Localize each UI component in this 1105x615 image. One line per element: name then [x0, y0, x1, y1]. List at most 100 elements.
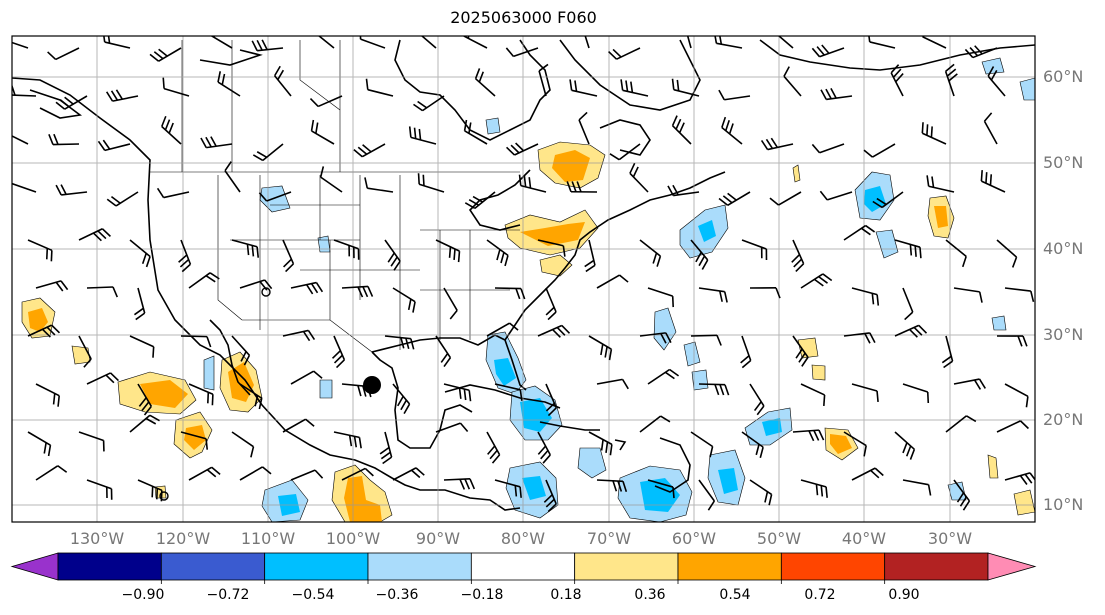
- wind-barb-shaft: [104, 41, 131, 49]
- wind-barb-flag: [675, 118, 682, 130]
- wind-barb-flag: [719, 384, 725, 396]
- wind-barb-flag: [487, 445, 496, 455]
- wind-barb-flag: [892, 68, 902, 78]
- wind-barb-flag: [261, 39, 268, 50]
- wind-barb-shaft: [163, 87, 190, 97]
- wind-barb-shaft: [239, 466, 263, 481]
- wind-barb-flag: [741, 359, 752, 369]
- wind-barb-flag: [97, 140, 106, 151]
- wind-barb-flag: [496, 249, 501, 261]
- wind-barb-flag: [547, 407, 557, 417]
- wind-barb-flag: [768, 494, 773, 506]
- wind-barb-shaft: [843, 431, 867, 447]
- wind-barb-shaft: [333, 431, 360, 439]
- wind-barb-flag: [909, 328, 918, 338]
- wind-barb-shaft: [721, 126, 743, 145]
- wind-barb-flag: [243, 354, 251, 366]
- wind-barb-flag: [545, 498, 555, 508]
- wind-barb-shaft: [180, 431, 207, 440]
- wind-barb-flag: [206, 469, 217, 478]
- wind-barb-flag: [980, 170, 983, 182]
- wind-barb-flag: [821, 44, 830, 54]
- lon-label-110w: 110°W: [240, 529, 296, 548]
- wind-barb-flag: [921, 122, 924, 134]
- wind-barb-flag: [609, 153, 620, 161]
- wind-barb-flag: [672, 184, 679, 196]
- wind-barb-flag: [362, 286, 369, 298]
- wind-barb-flag: [930, 126, 933, 138]
- wind-barb-flag: [629, 162, 636, 174]
- wind-barb-flag: [141, 401, 150, 412]
- colorbar-segment: [780, 552, 886, 581]
- wind-barb-shaft: [983, 120, 998, 145]
- wind-barb-flag: [357, 146, 368, 155]
- wind-barb-flag: [224, 161, 232, 172]
- wind-barb-flag: [472, 195, 483, 203]
- wind-barb-flag: [890, 64, 900, 74]
- wind-barb-flag: [948, 73, 958, 82]
- wind-barb-flag: [600, 344, 604, 356]
- wind-barb-flag: [870, 469, 880, 479]
- wind-barb-flag: [656, 255, 662, 267]
- wind-barb-flag: [246, 244, 250, 256]
- wind-barb-shaft: [27, 431, 51, 446]
- wind-barb-flag: [927, 484, 932, 496]
- wind-barb-shaft: [367, 187, 394, 193]
- wind-barb-shaft: [716, 42, 743, 49]
- wind-barb-flag: [1022, 335, 1028, 347]
- wind-barb-flag: [463, 36, 465, 37]
- wind-barb-flag: [863, 149, 874, 158]
- wind-barb-shaft: [588, 431, 613, 446]
- wind-barb-flag: [55, 184, 62, 196]
- wind-barb-flag: [264, 279, 273, 290]
- wind-barb-shaft: [486, 322, 510, 337]
- wind-barb-flag: [718, 197, 729, 206]
- wind-barb-flag: [491, 454, 501, 464]
- wind-barb-flag: [206, 336, 212, 348]
- wind-barb-flag: [622, 481, 628, 493]
- wind-barb-flag: [519, 486, 522, 498]
- wind-barb-flag: [285, 263, 295, 273]
- wind-barb-flag: [305, 418, 315, 427]
- wind-barb-flag: [765, 138, 774, 149]
- wind-barb-shaft: [78, 335, 92, 360]
- wind-barb-shaft: [698, 383, 726, 386]
- wind-barb-shaft: [538, 70, 547, 97]
- wind-barb-shaft: [163, 191, 190, 199]
- wind-barb-flag: [1029, 472, 1035, 481]
- wind-barb-flag: [990, 69, 998, 81]
- wind-barb-flag: [47, 51, 57, 61]
- wind-barb-shaft: [922, 36, 947, 49]
- wind-barb-flag: [55, 101, 66, 110]
- wind-barb-flag: [57, 395, 61, 407]
- wind-barb-flag: [865, 224, 876, 233]
- wind-barb-flag: [397, 395, 404, 407]
- wind-barb-flag: [1019, 420, 1029, 430]
- wind-barb-flag: [382, 456, 393, 465]
- wind-barb-flag: [956, 492, 965, 503]
- wind-barb-shaft: [618, 143, 641, 161]
- wind-barb-shaft: [341, 467, 366, 481]
- wind-barb-flag: [331, 350, 341, 359]
- wind-barb-shaft: [494, 287, 522, 290]
- wind-barb-flag: [407, 298, 412, 311]
- wind-barb-flag: [52, 393, 56, 405]
- wind-barb-flag: [770, 137, 779, 148]
- wind-barb-flag: [209, 272, 220, 280]
- wind-barb-flag: [45, 248, 49, 260]
- wind-barb-shaft: [851, 383, 878, 392]
- wind-barb-shaft: [12, 94, 37, 97]
- wind-barb-flag: [783, 66, 790, 77]
- wind-barb-flag: [468, 390, 472, 402]
- wind-barb-flag: [364, 177, 369, 189]
- wind-barb-flag: [605, 441, 609, 454]
- wind-barb-flag: [251, 245, 255, 257]
- wind-barb-flag: [520, 288, 526, 300]
- lat-label-30n: 30°N: [1043, 325, 1084, 344]
- wind-barb-flag: [489, 449, 498, 460]
- wind-barb-shaft: [129, 414, 151, 433]
- wind-barb-flag: [277, 69, 285, 81]
- wind-barb-shaft: [596, 378, 623, 385]
- wind-barb-flag: [791, 254, 801, 263]
